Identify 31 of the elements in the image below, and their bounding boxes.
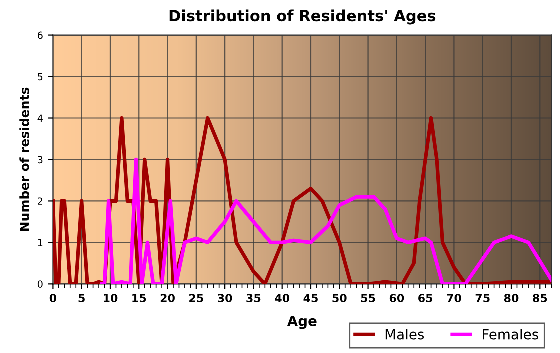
x-tick-label: 35: [246, 294, 261, 302]
y-tick-label: 1: [38, 239, 43, 246]
x-tick-label: 60: [390, 294, 404, 302]
y-tick-label: 5: [38, 73, 43, 81]
x-tick-label: 75: [476, 294, 490, 302]
x-tick-label: 55: [361, 294, 376, 302]
y-tick-label: 6: [38, 32, 43, 40]
x-tick-label: 25: [190, 294, 204, 302]
line-series: [100, 158, 552, 284]
x-tick-label: 70: [447, 294, 462, 302]
x-tick-label: 20: [160, 294, 175, 302]
x-tick-label: 65: [418, 294, 433, 302]
y-tick-label: 4: [38, 114, 43, 122]
y-tick-label: 0: [38, 280, 43, 288]
y-axis-title: Number of residents: [20, 88, 30, 231]
x-tick-label: 0: [50, 294, 57, 302]
chart-title: Distribution of Residents' Ages: [170, 10, 436, 25]
x-tick-label: 45: [304, 294, 318, 302]
y-tick-label: 2: [38, 198, 43, 205]
y-tick-label: 3: [38, 156, 43, 164]
x-tick-label: 80: [504, 294, 519, 302]
x-tick-label: 5: [78, 294, 85, 302]
x-tick-label: 50: [332, 294, 347, 302]
x-tick-label: 15: [132, 294, 146, 302]
x-tick-label: 40: [275, 294, 290, 302]
legend-label: Males: [386, 329, 424, 340]
legend-label: Females: [483, 329, 538, 340]
x-axis-title: Age: [287, 316, 317, 330]
x-tick-label: 85: [533, 294, 548, 302]
x-tick-label: 30: [218, 294, 232, 302]
x-tick-label: 10: [104, 294, 118, 302]
